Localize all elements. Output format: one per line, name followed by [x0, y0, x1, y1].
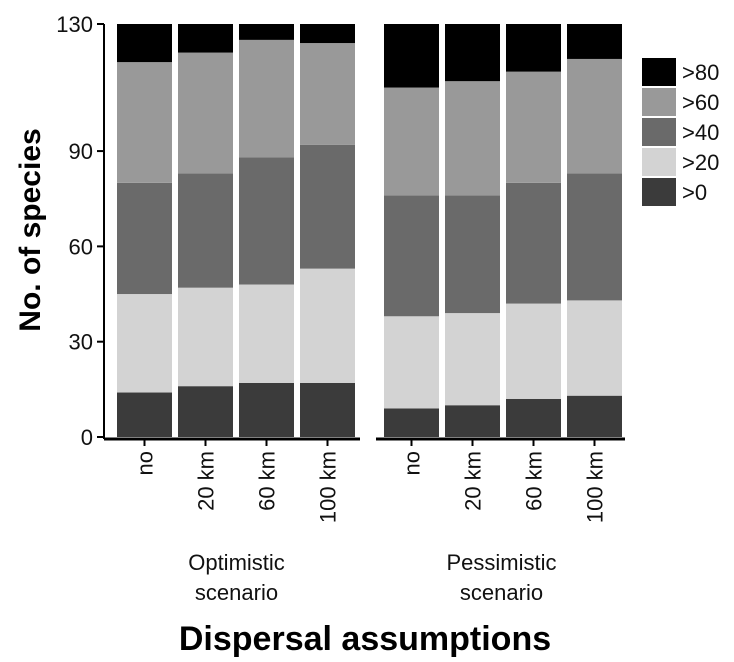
legend-swatch-80	[642, 58, 676, 86]
bar-segment-pessimistic-scenario-100-km-20	[567, 300, 622, 396]
x-tick-label: 20 km	[461, 451, 486, 511]
x-tick-label: 100 km	[583, 451, 608, 523]
bar-segment-pessimistic-scenario-no-60	[384, 87, 439, 196]
group-labels: Optimistic scenario Pessimistic scenario	[188, 550, 556, 605]
bar-segment-optimistic-scenario-60-km-40	[239, 157, 294, 285]
bar-segment-pessimistic-scenario-60-km-20	[506, 303, 561, 399]
y-tick-label: 30	[69, 330, 93, 355]
bar-segment-optimistic-scenario-20-km-0	[178, 386, 233, 437]
y-tick-label: 130	[56, 12, 93, 37]
bar-segment-pessimistic-scenario-no-40	[384, 195, 439, 317]
y-tick-label: 0	[81, 425, 93, 450]
bar-segment-pessimistic-scenario-100-km-60	[567, 58, 622, 174]
legend-swatch-60	[642, 88, 676, 116]
bar-segment-pessimistic-scenario-60-km-40	[506, 182, 561, 304]
bar-segment-optimistic-scenario-20-km-60	[178, 52, 233, 174]
legend-label: >20	[682, 150, 719, 175]
legend-swatch-20	[642, 148, 676, 176]
bar-segment-optimistic-scenario-no-80	[117, 24, 172, 63]
bar-segment-pessimistic-scenario-20-km-60	[445, 81, 500, 196]
bar-segment-pessimistic-scenario-20-km-20	[445, 313, 500, 406]
bar-segment-optimistic-scenario-20-km-40	[178, 173, 233, 288]
bar-segment-optimistic-scenario-no-0	[117, 392, 172, 437]
legend-label: >60	[682, 90, 719, 115]
bar-segment-optimistic-scenario-60-km-20	[239, 284, 294, 383]
legend-swatch-40	[642, 118, 676, 146]
x-tick-label: 20 km	[194, 451, 219, 511]
bar-segment-optimistic-scenario-60-km-0	[239, 382, 294, 437]
bar-segment-pessimistic-scenario-60-km-60	[506, 71, 561, 183]
bar-segment-optimistic-scenario-60-km-60	[239, 39, 294, 158]
axes-layer	[103, 24, 625, 441]
y-tick-label: 90	[69, 139, 93, 164]
bar-segment-optimistic-scenario-100-km-80	[300, 24, 355, 44]
bar-segment-optimistic-scenario-100-km-40	[300, 144, 355, 269]
x-tick-label: 60 km	[255, 451, 280, 511]
x-ticks: no 20 km 60 km 100 km no 20 km 60 km 100 km	[133, 439, 608, 523]
group-label-optimistic-scenario: Optimistic	[188, 550, 285, 575]
legend-swatch-0	[642, 178, 676, 206]
y-tick-label: 60	[69, 234, 93, 259]
bar-segment-pessimistic-scenario-no-20	[384, 316, 439, 409]
bar-segment-pessimistic-scenario-20-km-80	[445, 24, 500, 82]
x-tick-label: 100 km	[316, 451, 341, 523]
legend-label: >80	[682, 60, 719, 85]
legend-label: >40	[682, 120, 719, 145]
bars-layer	[117, 24, 622, 437]
bar-segment-pessimistic-scenario-60-km-0	[506, 398, 561, 437]
y-ticks: 0 30 60 90 130	[56, 12, 104, 450]
x-axis-label: Dispersal assumptions	[179, 620, 551, 658]
bar-segment-optimistic-scenario-20-km-80	[178, 24, 233, 53]
x-tick-label: no	[133, 451, 158, 475]
bar-segment-pessimistic-scenario-no-0	[384, 408, 439, 437]
bar-segment-pessimistic-scenario-20-km-0	[445, 405, 500, 437]
bar-segment-pessimistic-scenario-60-km-80	[506, 24, 561, 72]
bar-segment-optimistic-scenario-100-km-20	[300, 268, 355, 383]
bar-segment-pessimistic-scenario-100-km-40	[567, 173, 622, 301]
group-label-pessimistic-scenario: scenario	[460, 580, 543, 605]
bar-segment-optimistic-scenario-100-km-60	[300, 43, 355, 145]
bar-segment-pessimistic-scenario-100-km-80	[567, 24, 622, 59]
bar-segment-optimistic-scenario-no-60	[117, 62, 172, 183]
bar-segment-pessimistic-scenario-100-km-0	[567, 395, 622, 437]
bar-segment-optimistic-scenario-20-km-20	[178, 287, 233, 387]
bar-segment-optimistic-scenario-100-km-0	[300, 382, 355, 437]
bar-segment-optimistic-scenario-60-km-80	[239, 24, 294, 40]
bar-segment-pessimistic-scenario-20-km-40	[445, 195, 500, 314]
group-label-optimistic-scenario: scenario	[195, 580, 278, 605]
group-label-pessimistic-scenario: Pessimistic	[446, 550, 556, 575]
x-tick-label: 60 km	[522, 451, 547, 511]
bar-segment-pessimistic-scenario-no-80	[384, 24, 439, 88]
legend-label: >0	[682, 180, 707, 205]
bar-segment-optimistic-scenario-no-40	[117, 182, 172, 295]
legend: >80 >60 >40 >20 >0	[642, 58, 719, 206]
x-tick-label: no	[400, 451, 425, 475]
y-axis-label: No. of species	[14, 128, 47, 331]
bar-segment-optimistic-scenario-no-20	[117, 294, 172, 393]
